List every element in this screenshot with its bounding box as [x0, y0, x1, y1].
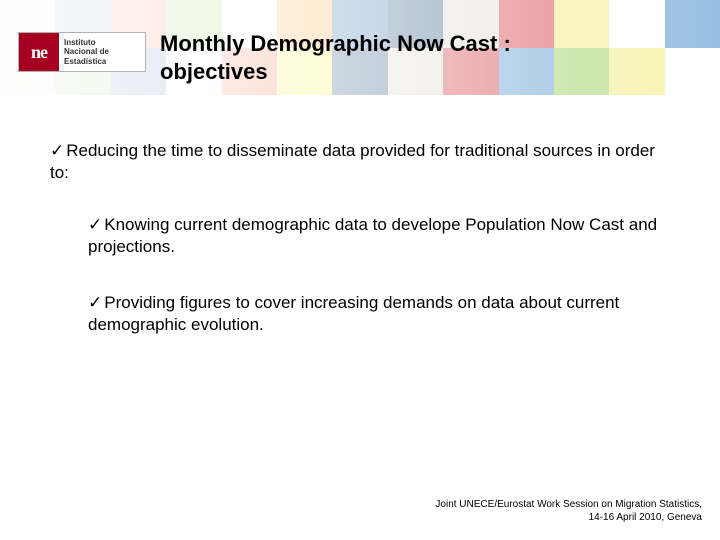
ine-logo: ne Instituto Nacional de Estadística [18, 32, 146, 72]
check-icon: ✓ [88, 293, 102, 312]
bullet-text: Reducing the time to disseminate data pr… [50, 141, 655, 182]
logo-line3: Estadística [64, 57, 145, 66]
logo-text: Instituto Nacional de Estadística [59, 33, 145, 71]
check-icon: ✓ [50, 141, 64, 160]
logo-mark: ne [19, 33, 59, 71]
title-line2: objectives [160, 59, 268, 84]
bullet-text: Providing figures to cover increasing de… [88, 293, 619, 334]
title-line1: Monthly Demographic Now Cast : [160, 31, 511, 56]
slide-content: ✓Reducing the time to disseminate data p… [50, 140, 670, 371]
slide-title: Monthly Demographic Now Cast : objective… [160, 30, 511, 85]
bullet: ✓Reducing the time to disseminate data p… [50, 140, 670, 184]
slide-footer: Joint UNECE/Eurostat Work Session on Mig… [435, 499, 702, 524]
bullet-text: Knowing current demographic data to deve… [88, 215, 657, 256]
footer-line2: 14-16 April 2010, Geneva [589, 512, 702, 523]
check-icon: ✓ [88, 215, 102, 234]
footer-line1: Joint UNECE/Eurostat Work Session on Mig… [435, 499, 702, 510]
logo-line2: Nacional de [64, 47, 145, 56]
logo-line1: Instituto [64, 38, 145, 47]
sub-bullet: ✓Knowing current demographic data to dev… [88, 214, 670, 258]
sub-bullet: ✓Providing figures to cover increasing d… [88, 292, 670, 336]
slide-header: ne Instituto Nacional de Estadística Mon… [0, 0, 720, 95]
